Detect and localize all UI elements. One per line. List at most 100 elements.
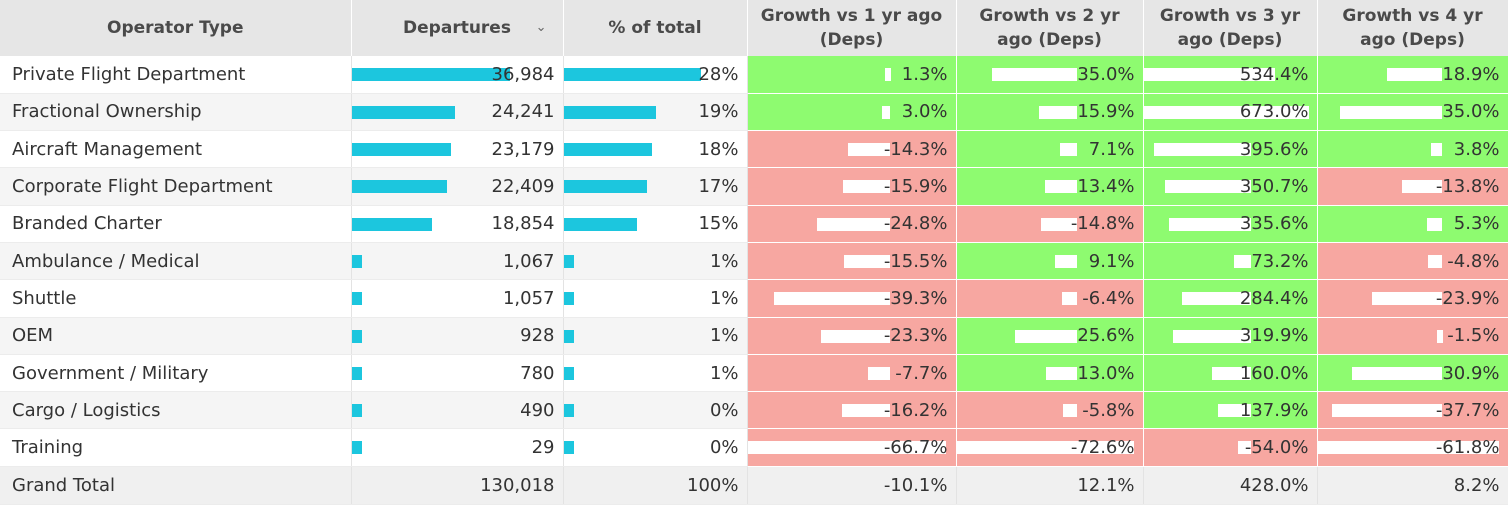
growth-bar — [847, 143, 891, 157]
growth-bar — [1181, 292, 1252, 306]
growth-value: 25.6% — [1077, 325, 1135, 347]
pct-total-value: 1% — [709, 287, 739, 309]
growth-2yr-cell: 9.1% — [956, 242, 1144, 281]
growth-2yr-cell: 35.0% — [956, 56, 1144, 94]
growth-bar — [843, 180, 891, 194]
departures-bar — [351, 180, 448, 194]
growth-value: -14.8% — [1070, 213, 1135, 235]
pct-total-cell: 19% — [563, 93, 748, 132]
departures-cell: 1,057 — [351, 279, 564, 318]
growth-bar — [884, 68, 891, 81]
growth-1yr-cell: -39.3% — [747, 279, 957, 318]
growth-bar — [1172, 329, 1252, 343]
growth-bar — [1431, 143, 1443, 157]
col-header-growth-4yr[interactable]: Growth vs 4 yr ago (Deps) — [1317, 0, 1508, 56]
growth-value: 35.0% — [1077, 63, 1135, 85]
growth-bar — [1165, 180, 1252, 194]
departures-bar — [351, 143, 451, 157]
departures-cell: 490 — [351, 391, 564, 430]
pct-total-bar — [563, 68, 701, 81]
col-header-growth-1yr[interactable]: Growth vs 1 yr ago (Deps) — [747, 0, 957, 56]
pct-total-bar — [563, 217, 637, 231]
departures-cell: 23,179 — [351, 130, 564, 169]
table-row[interactable]: Shuttle 1,057 1% -39.3% -6.4% 284.4% -23.9% — [0, 279, 1508, 318]
departures-value: 29 — [531, 437, 555, 459]
growth-bar — [1233, 254, 1252, 268]
pct-total-bar — [563, 180, 647, 194]
table-row[interactable]: OEM 928 1% -23.3% 25.6% 319.9% -1.5% — [0, 317, 1508, 355]
growth-bar — [1351, 366, 1443, 380]
growth-value: 160.0% — [1239, 362, 1309, 384]
growth-value: -16.2% — [883, 399, 948, 421]
growth-1yr-cell: -15.5% — [747, 242, 957, 281]
growth-value: -54.0% — [1244, 437, 1309, 459]
growth-value: 15.9% — [1077, 101, 1135, 123]
growth-value: 35.0% — [1442, 101, 1500, 123]
growth-bar — [1317, 441, 1499, 455]
growth-2yr-cell: -72.6% — [956, 428, 1144, 467]
growth-3yr-cell: 73.2% — [1143, 242, 1318, 281]
departures-cell: 29 — [351, 428, 564, 467]
growth-1yr-cell: 3.0% — [747, 93, 957, 132]
growth-bar — [1061, 292, 1078, 306]
departures-bar — [351, 254, 362, 268]
pct-total-value: 28% — [698, 63, 739, 85]
col-header-departures[interactable]: Departures ⌄ — [351, 0, 564, 56]
growth-1yr-cell: -7.7% — [747, 354, 957, 393]
table-row[interactable]: Private Flight Department 36,984 28% 1.3% 35… — [0, 56, 1508, 94]
col-header-operator-type[interactable]: Operator Type — [0, 0, 352, 56]
growth-value: -23.9% — [1435, 287, 1500, 309]
col-header-growth-2yr[interactable]: Growth vs 2 yr ago (Deps) — [956, 0, 1144, 56]
col-header-pct-total[interactable]: % of total — [563, 0, 748, 56]
pct-total-bar — [563, 143, 652, 157]
growth-4yr-cell: -13.8% — [1317, 167, 1508, 206]
growth-bar — [867, 366, 891, 380]
operator-type-cell: Corporate Flight Department — [0, 167, 352, 206]
operator-type-cell: Shuttle — [0, 279, 352, 318]
departures-cell: 1,067 — [351, 242, 564, 281]
growth-value: -37.7% — [1435, 399, 1500, 421]
pct-total-cell: 1% — [563, 317, 748, 355]
pct-total-cell: 15% — [563, 205, 748, 243]
grand-total-growth-1yr: -10.1% — [747, 466, 957, 505]
growth-2yr-cell: 25.6% — [956, 317, 1144, 355]
growth-bar — [1038, 105, 1078, 119]
growth-value: -7.7% — [895, 362, 948, 384]
pct-total-value: 1% — [709, 325, 739, 347]
departures-cell: 928 — [351, 317, 564, 355]
growth-1yr-cell: -14.3% — [747, 130, 957, 169]
col-header-growth-3yr[interactable]: Growth vs 3 yr ago (Deps) — [1143, 0, 1318, 56]
growth-bar — [1217, 404, 1252, 418]
departures-value: 18,854 — [491, 213, 555, 235]
growth-3yr-cell: 395.6% — [1143, 130, 1318, 169]
table-row[interactable]: Cargo / Logistics 490 0% -16.2% -5.8% 137.9% -… — [0, 391, 1508, 430]
growth-3yr-cell: 284.4% — [1143, 279, 1318, 318]
growth-bar — [1060, 143, 1078, 157]
growth-bar — [844, 254, 891, 268]
table-row[interactable]: Corporate Flight Department 22,409 17% -15.… — [0, 167, 1508, 206]
pct-total-value: 1% — [709, 362, 739, 384]
growth-2yr-cell: -14.8% — [956, 205, 1144, 243]
table-row[interactable]: Government / Military 780 1% -7.7% 13.0% 160.… — [0, 354, 1508, 393]
table-row[interactable]: Fractional Ownership 24,241 19% 3.0% 15.9% 67… — [0, 93, 1508, 132]
growth-bar — [1426, 217, 1443, 231]
departures-value: 24,241 — [491, 101, 555, 123]
operator-type-cell: Private Flight Department — [0, 56, 352, 94]
growth-value: 73.2% — [1251, 250, 1309, 272]
growth-bar — [956, 441, 1135, 455]
growth-4yr-cell: -23.9% — [1317, 279, 1508, 318]
growth-4yr-cell: 3.8% — [1317, 130, 1508, 169]
growth-value: 1.3% — [901, 63, 948, 85]
table-row[interactable]: Training 29 0% -66.7% -72.6% -54.0% -61.8% — [0, 428, 1508, 467]
growth-bar — [747, 441, 947, 455]
departures-cell: 36,984 — [351, 56, 564, 94]
table-row[interactable]: Ambulance / Medical 1,067 1% -15.5% 9.1% 73.2… — [0, 242, 1508, 281]
table-row[interactable]: Branded Charter 18,854 15% -24.8% -14.8% 335.… — [0, 205, 1508, 243]
growth-value: -72.6% — [1070, 437, 1135, 459]
growth-bar — [1154, 143, 1252, 157]
departures-bar — [351, 329, 362, 343]
table-row[interactable]: Aircraft Management 23,179 18% -14.3% 7.1% 39… — [0, 130, 1508, 169]
growth-bar — [1428, 254, 1443, 268]
pct-total-bar — [563, 404, 574, 418]
chevron-down-icon[interactable]: ⌄ — [535, 20, 547, 35]
